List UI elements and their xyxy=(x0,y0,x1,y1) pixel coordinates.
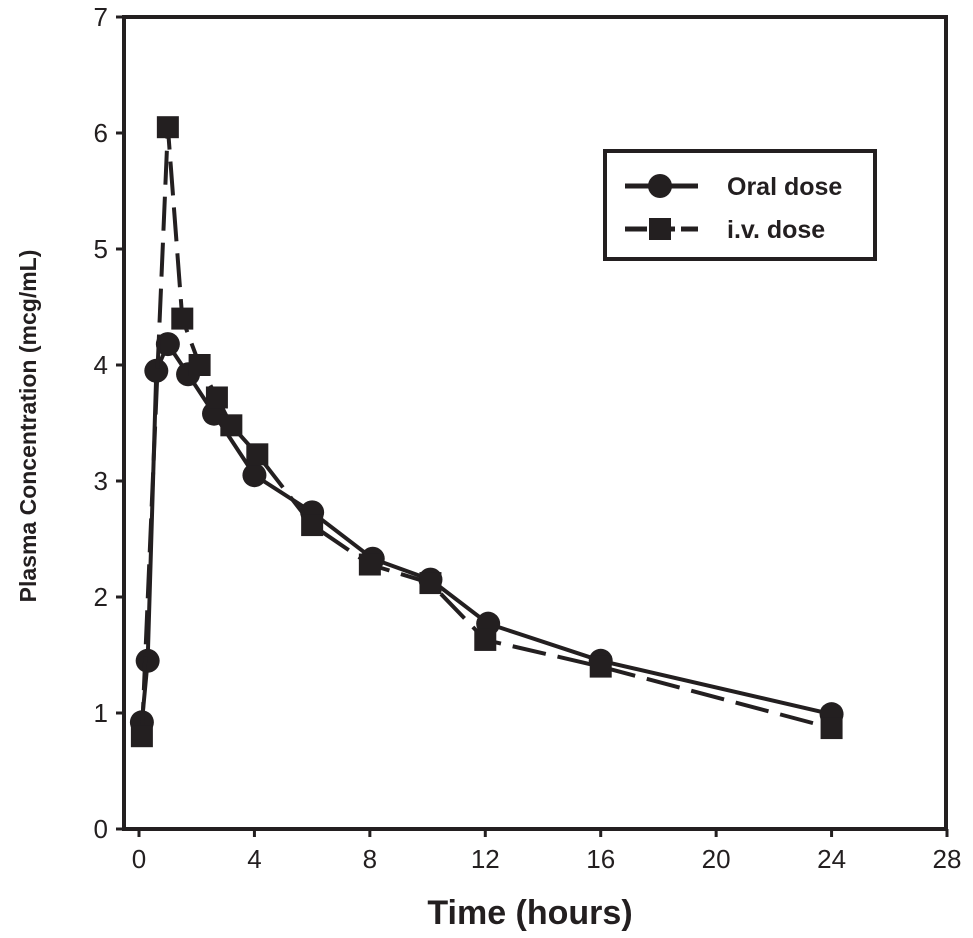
legend-item: i.v. dose xyxy=(625,216,825,244)
data-point-circle xyxy=(155,332,180,357)
data-point-square xyxy=(171,307,194,330)
data-point-square xyxy=(474,628,497,651)
data-point-square xyxy=(188,354,211,376)
x-axis-title: Time (hours) xyxy=(427,894,632,932)
y-tick-label: 4 xyxy=(94,350,108,380)
x-tick-label: 4 xyxy=(247,844,261,874)
x-tick-label: 20 xyxy=(702,844,731,874)
y-tick-label: 5 xyxy=(94,234,108,264)
x-tick-label: 28 xyxy=(933,844,962,874)
data-point-circle xyxy=(242,463,267,488)
x-tick-label: 12 xyxy=(471,844,500,874)
x-tick-label: 0 xyxy=(132,844,146,874)
data-point-square xyxy=(301,514,324,537)
y-tick-label: 3 xyxy=(94,466,108,496)
legend: Oral dose i.v. dose xyxy=(603,149,877,261)
data-point-square xyxy=(220,414,243,437)
data-point-square xyxy=(589,655,612,678)
x-tick-label: 24 xyxy=(817,844,846,874)
data-point-square xyxy=(156,116,179,139)
data-point-square xyxy=(820,717,843,740)
plot-frame xyxy=(122,15,948,831)
data-point-circle xyxy=(135,648,160,673)
legend-box xyxy=(603,149,877,261)
data-point-square xyxy=(130,725,153,748)
data-point-square xyxy=(205,386,228,409)
x-tick-label: 16 xyxy=(586,844,615,874)
series-iv-dose xyxy=(130,116,843,748)
legend-square-marker xyxy=(649,218,671,240)
legend-item: Oral dose xyxy=(625,173,842,201)
legend-label: Oral dose xyxy=(727,173,842,201)
x-axis-ticks: 0 4 8 12 16 20 24 28 xyxy=(132,829,962,874)
data-point-square xyxy=(419,572,442,595)
y-axis-title: Plasma Concentration (mcg/mL) xyxy=(15,250,41,603)
data-point-circle xyxy=(144,358,169,383)
data-point-square xyxy=(246,443,269,466)
y-tick-label: 6 xyxy=(94,118,108,148)
legend-circle-marker xyxy=(648,174,672,198)
y-tick-label: 0 xyxy=(94,814,108,844)
y-axis-ticks: 0 1 2 3 4 5 6 7 xyxy=(94,2,124,844)
series-oral-dose xyxy=(129,332,844,735)
legend-label: i.v. dose xyxy=(727,216,825,244)
x-tick-label: 8 xyxy=(363,844,377,874)
y-tick-label: 1 xyxy=(94,698,108,728)
y-tick-label: 2 xyxy=(94,582,108,612)
y-tick-label: 7 xyxy=(94,2,108,32)
data-point-square xyxy=(358,553,381,576)
series-line xyxy=(139,342,833,723)
series-layer xyxy=(129,116,844,748)
